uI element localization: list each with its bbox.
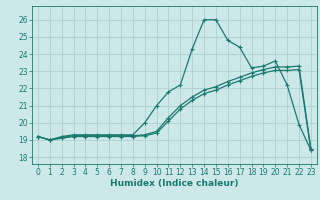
X-axis label: Humidex (Indice chaleur): Humidex (Indice chaleur): [110, 179, 239, 188]
